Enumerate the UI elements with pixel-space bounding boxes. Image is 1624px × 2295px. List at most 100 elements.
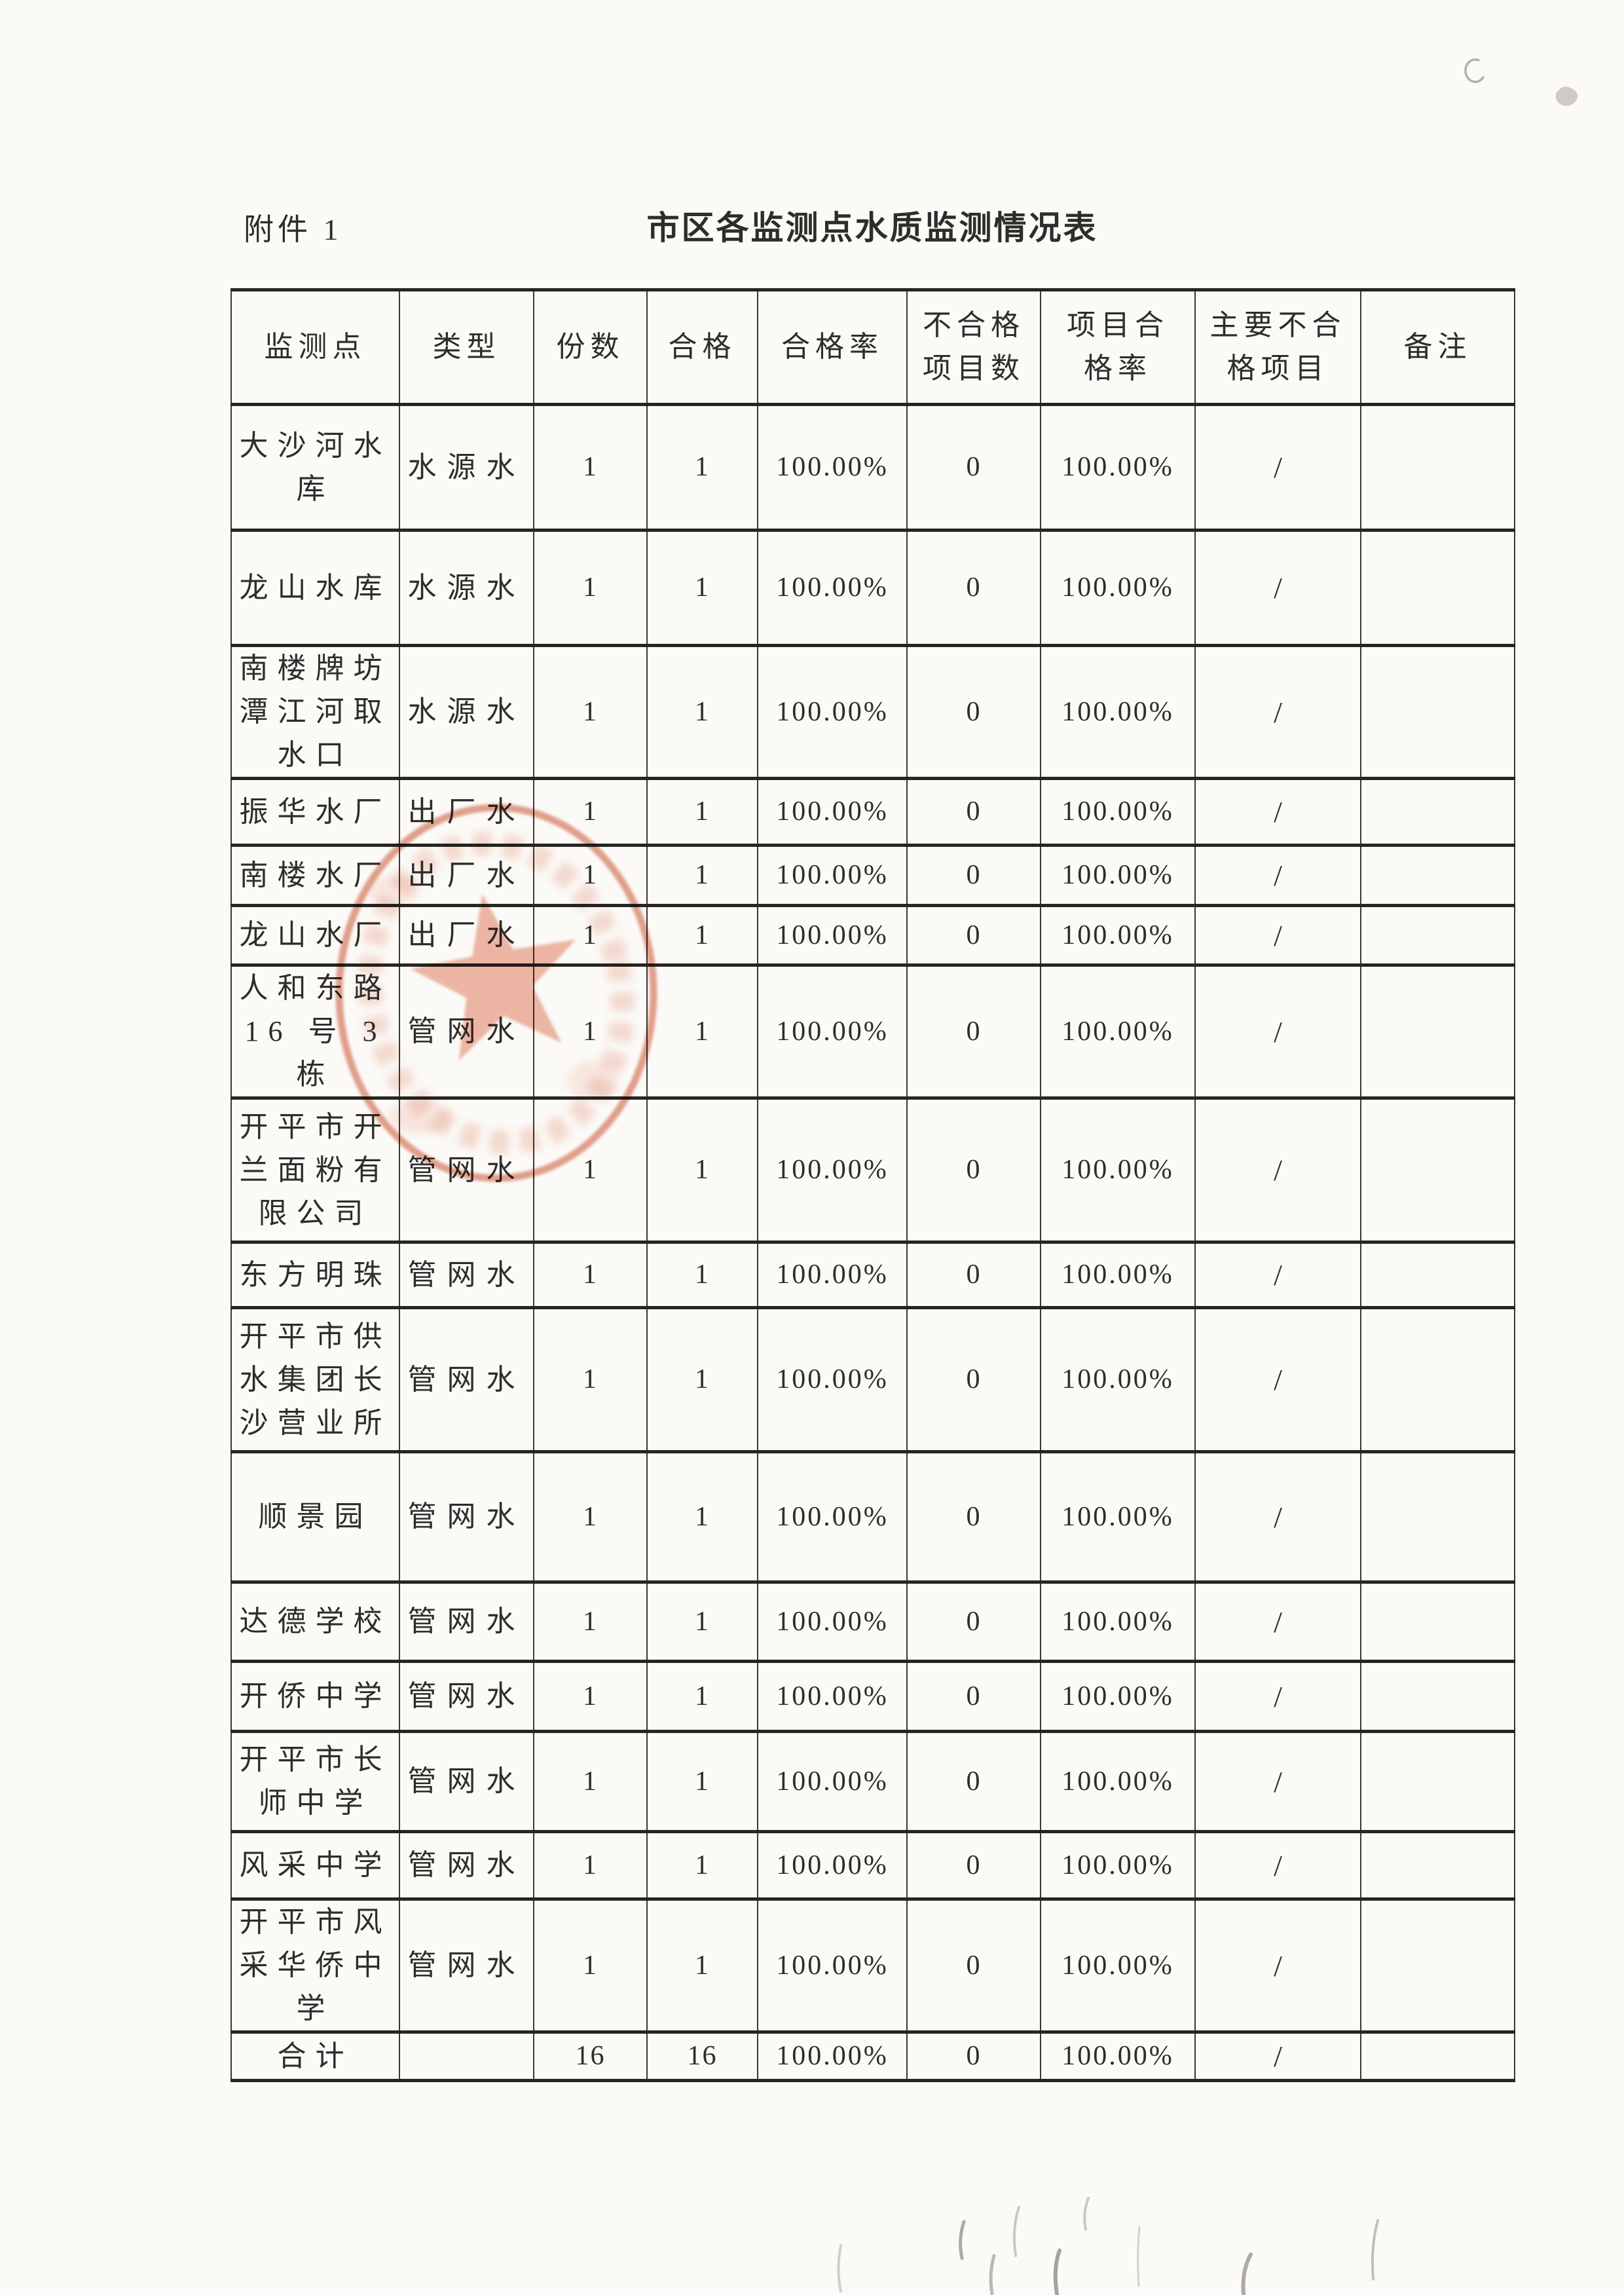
cell-main_failed_items: / [1194, 403, 1361, 532]
cell-type: 管网水 [399, 1830, 534, 1901]
cell-remark [1360, 1730, 1515, 1833]
cell-remark [1360, 844, 1515, 907]
total-row: 合计 16 16 100.00% 0 100.00% / [231, 2030, 1515, 2082]
cell-type: 出厂水 [399, 904, 534, 967]
pen-mark [1053, 2248, 1061, 2295]
pen-mark [1137, 2226, 1141, 2287]
cell-qualified: 1 [646, 1450, 758, 1584]
cell-failed_item_count: 0 [906, 777, 1041, 847]
table-row: 开平市供 水集团长 沙营业所 管网水 1 1 100.00% 0 100.00% / [231, 1306, 1515, 1453]
cell-failed_item_count: 0 [906, 963, 1041, 1100]
cell-type [399, 2030, 534, 2082]
cell-pass_rate: 100.00% [757, 1580, 908, 1663]
cell-pass_rate: 100.00% [757, 1660, 908, 1733]
cell-remark [1360, 1897, 1515, 2034]
cell-failed_item_count: 0 [906, 1830, 1041, 1901]
cell-qualified: 1 [646, 904, 758, 967]
cell-pass_rate: 100.00% [757, 403, 908, 532]
table-row: 开侨中学 管网水 1 1 100.00% 0 100.00% / [231, 1660, 1515, 1733]
cell-pass_rate: 100.00% [757, 777, 908, 847]
column-header-pass_rate: 合格率 [757, 288, 908, 406]
cell-main_failed_items: / [1194, 2030, 1361, 2082]
table-row: 大沙河水 库水源水 1 1 100.00% 0 100.00% / [231, 403, 1515, 532]
cell-site: 南楼水厂 [231, 844, 400, 907]
cell-type: 管网水 [399, 963, 534, 1100]
cell-site: 人和东路 16 号 3 栋 [231, 963, 400, 1100]
cell-site: 大沙河水 库 [231, 403, 400, 532]
cell-main_failed_items: / [1194, 644, 1361, 780]
cell-site: 风采中学 [231, 1830, 400, 1901]
cell-samples: 1 [533, 1580, 648, 1663]
pencil-mark [1464, 58, 1485, 83]
cell-samples: 16 [533, 2030, 648, 2082]
cell-samples: 1 [533, 904, 648, 967]
cell-site: 东方明珠 [231, 1241, 400, 1309]
cell-main_failed_items: / [1194, 1897, 1361, 2034]
cell-pass_rate: 100.00% [757, 963, 908, 1100]
column-header-qualified: 合格 [646, 288, 758, 406]
cell-qualified: 1 [646, 1306, 758, 1453]
cell-failed_item_count: 0 [906, 1450, 1041, 1584]
cell-qualified: 1 [646, 529, 758, 647]
table-row: 顺景园 管网水 1 1 100.00% 0 100.00% / [231, 1450, 1515, 1584]
cell-qualified: 1 [646, 777, 758, 847]
cell-item_pass_rate: 100.00% [1040, 1730, 1196, 1833]
cell-main_failed_items: / [1194, 963, 1361, 1100]
cell-qualified: 16 [646, 2030, 758, 2082]
cell-item_pass_rate: 100.00% [1040, 904, 1196, 967]
cell-type: 管网水 [399, 1730, 534, 1833]
pen-mark [1012, 2206, 1020, 2257]
cell-failed_item_count: 0 [906, 529, 1041, 647]
cell-samples: 1 [533, 1306, 648, 1453]
cell-type: 管网水 [399, 1241, 534, 1309]
cell-qualified: 1 [646, 1096, 758, 1244]
cell-type: 出厂水 [399, 844, 534, 907]
cell-item_pass_rate: 100.00% [1040, 1096, 1196, 1244]
cell-failed_item_count: 0 [906, 403, 1041, 532]
table-row: 达德学校 管网水 1 1 100.00% 0 100.00% / [231, 1580, 1515, 1663]
cell-remark [1360, 644, 1515, 780]
cell-type: 管网水 [399, 1660, 534, 1733]
cell-remark [1360, 1830, 1515, 1901]
cell-qualified: 1 [646, 1241, 758, 1309]
cell-samples: 1 [533, 963, 648, 1100]
cell-item_pass_rate: 100.00% [1040, 1660, 1196, 1733]
cell-type: 水源水 [399, 403, 534, 532]
cell-remark [1360, 529, 1515, 647]
cell-qualified: 1 [646, 1660, 758, 1733]
cell-site: 振华水厂 [231, 777, 400, 847]
cell-site: 开侨中学 [231, 1660, 400, 1733]
cell-remark [1360, 2030, 1515, 2082]
pen-mark [1083, 2197, 1090, 2231]
column-header-site: 监测点 [231, 288, 400, 406]
cell-remark [1360, 904, 1515, 967]
cell-remark [1360, 1660, 1515, 1733]
cell-samples: 1 [533, 1450, 648, 1584]
pen-mark [1241, 2252, 1253, 2295]
column-header-samples: 份数 [533, 288, 648, 406]
cell-qualified: 1 [646, 1897, 758, 2034]
table-row: 龙山水厂 出厂水 1 1 100.00% 0 100.00% / [231, 904, 1515, 967]
cell-qualified: 1 [646, 403, 758, 532]
cell-samples: 1 [533, 777, 648, 847]
cell-item_pass_rate: 100.00% [1040, 644, 1196, 780]
cell-site: 开平市供 水集团长 沙营业所 [231, 1306, 400, 1453]
cell-item_pass_rate: 100.00% [1040, 1580, 1196, 1663]
cell-main_failed_items: / [1194, 1306, 1361, 1453]
cell-type: 水源水 [399, 529, 534, 647]
cell-failed_item_count: 0 [906, 1580, 1041, 1663]
cell-samples: 1 [533, 1730, 648, 1833]
cell-failed_item_count: 0 [906, 1306, 1041, 1453]
cell-failed_item_count: 0 [906, 1096, 1041, 1244]
cell-samples: 1 [533, 1096, 648, 1244]
header-row: 监测点 类型 份数 合格 合格率 不合格 项目数 项目合 格率 主要不合 格项目 备注 [231, 288, 1515, 406]
cell-remark [1360, 777, 1515, 847]
cell-remark [1360, 403, 1515, 532]
cell-item_pass_rate: 100.00% [1040, 1897, 1196, 2034]
cell-type: 管网水 [399, 1306, 534, 1453]
cell-remark [1360, 1306, 1515, 1453]
cell-failed_item_count: 0 [906, 1897, 1041, 2034]
cell-site: 龙山水厂 [231, 904, 400, 967]
cell-main_failed_items: / [1194, 904, 1361, 967]
table-row: 开平市风 采华侨中 学管网水 1 1 100.00% 0 100.00% / [231, 1897, 1515, 2034]
